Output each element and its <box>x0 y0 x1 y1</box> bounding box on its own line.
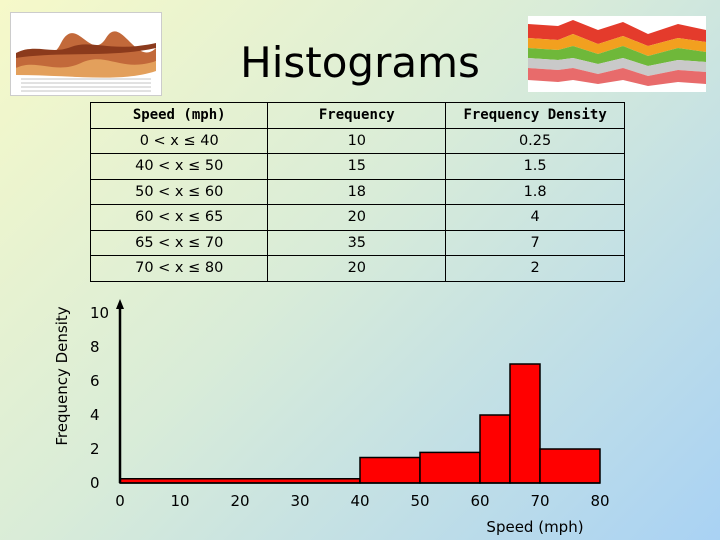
table-cell: 40 < x ≤ 50 <box>89 153 269 180</box>
table-cell: 15 <box>267 153 447 180</box>
table-cell: 1.8 <box>445 178 625 205</box>
x-tick-label: 50 <box>410 492 429 510</box>
frequency-table: Speed (mph) Frequency Frequency Density … <box>89 102 625 282</box>
table-row: 70 < x ≤ 80 20 2 <box>89 255 625 282</box>
histogram-bar <box>539 448 601 484</box>
y-axis-label: Frequency Density <box>53 306 71 445</box>
histogram-bar <box>509 363 541 484</box>
table-cell: 2 <box>445 255 625 282</box>
y-tick-label: 10 <box>90 304 109 322</box>
page-title: Histograms <box>240 38 480 87</box>
y-tick-label: 4 <box>90 406 100 424</box>
x-tick-label: 30 <box>290 492 309 510</box>
x-tick-label: 40 <box>350 492 369 510</box>
x-tick-label: 10 <box>170 492 189 510</box>
table-row: 60 < x ≤ 65 20 4 <box>89 204 625 231</box>
y-axis-arrowhead <box>116 299 124 309</box>
y-tick-label: 8 <box>90 338 100 356</box>
table-cell: 20 <box>267 204 447 231</box>
table-cell: 7 <box>445 229 625 256</box>
streamgraph-thumbnail-right <box>528 16 706 92</box>
x-axis-label: Speed (mph) <box>486 518 583 536</box>
table-row: 50 < x ≤ 60 18 1.8 <box>89 178 625 205</box>
histogram-bar <box>479 414 511 484</box>
table-row: 65 < x ≤ 70 35 7 <box>89 229 625 256</box>
table-cell: 60 < x ≤ 65 <box>89 204 269 231</box>
histogram-bar <box>419 451 481 484</box>
y-tick-label: 6 <box>90 372 100 390</box>
column-header-frequency-density: Frequency Density <box>445 102 625 129</box>
table-cell: 0.25 <box>445 127 625 154</box>
table-row: 40 < x ≤ 50 15 1.5 <box>89 153 625 180</box>
table-row: 0 < x ≤ 40 10 0.25 <box>89 127 625 154</box>
histogram-bar <box>359 456 421 484</box>
table-cell: 70 < x ≤ 80 <box>89 255 269 282</box>
x-tick-label: 20 <box>230 492 249 510</box>
x-tick-label: 0 <box>115 492 125 510</box>
x-tick-label: 60 <box>470 492 489 510</box>
table-cell: 35 <box>267 229 447 256</box>
x-tick-label: 70 <box>530 492 549 510</box>
table-header-row: Speed (mph) Frequency Frequency Density <box>89 102 625 129</box>
y-tick-label: 0 <box>90 474 100 492</box>
table-cell: 4 <box>445 204 625 231</box>
table-cell: 20 <box>267 255 447 282</box>
streamgraph-thumbnail-left <box>10 12 162 96</box>
x-tick-label: 80 <box>590 492 609 510</box>
y-tick-label: 2 <box>90 440 100 458</box>
